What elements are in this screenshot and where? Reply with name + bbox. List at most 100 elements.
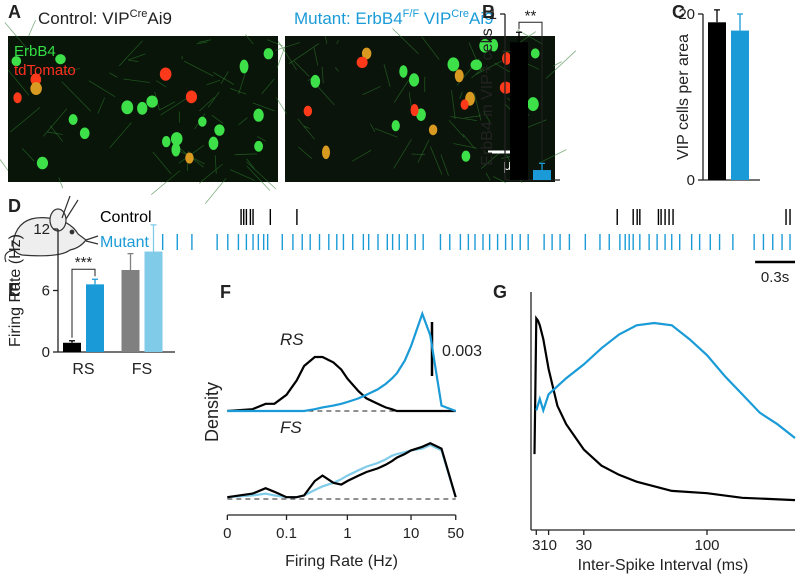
cell <box>121 100 134 115</box>
neurite <box>492 176 506 184</box>
title-sup: F/F <box>403 8 420 20</box>
neurite <box>408 92 412 108</box>
cell <box>214 124 225 136</box>
significance-bracket <box>71 268 96 338</box>
neurite <box>198 163 223 184</box>
neurite <box>214 155 217 175</box>
neurite <box>7 69 30 96</box>
neurite <box>109 72 118 78</box>
neurite <box>160 98 187 116</box>
legend-tdtomato: tdTomato <box>14 62 76 79</box>
bar <box>731 30 749 180</box>
mouse-body <box>12 217 87 257</box>
x-tick-label: 0.1 <box>276 525 297 542</box>
bar <box>708 22 726 180</box>
cell <box>530 48 540 59</box>
neurite <box>212 72 235 85</box>
neurite <box>553 61 562 67</box>
panel-label: B <box>482 2 495 22</box>
neurite <box>58 177 64 189</box>
neurite <box>9 107 41 133</box>
cell <box>502 52 512 65</box>
density-curve <box>227 310 457 413</box>
cell <box>527 97 539 112</box>
cell <box>489 39 499 52</box>
neurite <box>370 123 376 132</box>
cell <box>185 152 194 164</box>
neurite <box>246 165 271 191</box>
cell <box>198 116 207 127</box>
mouse-eye <box>69 229 75 235</box>
title-sup: Cre <box>451 8 469 20</box>
x-tick-label: 10 <box>403 525 420 542</box>
neurite <box>21 148 35 162</box>
neurite <box>421 36 440 60</box>
neurite <box>238 70 247 95</box>
panel-label: A <box>8 2 21 22</box>
y-axis-label: Firing Rate (Hz) <box>7 234 24 347</box>
cell <box>239 59 249 74</box>
neurite <box>276 97 288 115</box>
neurite <box>411 153 426 156</box>
neurite <box>127 53 146 61</box>
neurite <box>451 90 456 119</box>
subplot-label: FS <box>280 418 302 437</box>
cell <box>170 132 183 146</box>
neurite <box>362 85 381 96</box>
significance-label: ** <box>525 7 537 24</box>
neurite <box>159 101 176 111</box>
neurite <box>230 88 247 95</box>
neurite <box>28 19 36 37</box>
cell <box>159 67 172 81</box>
neurite <box>392 28 419 55</box>
neurite <box>334 67 339 72</box>
neurite <box>275 42 300 51</box>
cell <box>146 95 158 108</box>
neurite <box>417 139 430 163</box>
neurite <box>257 136 267 142</box>
x-axis-label: Firing Rate (Hz) <box>285 553 398 570</box>
error-bar <box>69 340 75 343</box>
neurite <box>123 78 150 83</box>
cell <box>391 120 400 132</box>
neurite <box>288 43 320 65</box>
neurite <box>471 66 485 78</box>
time-scale-label: 0.3s <box>761 269 789 286</box>
cell <box>479 39 491 53</box>
neurite <box>297 118 315 140</box>
neurite <box>183 60 214 77</box>
legend-erbb4: ErbB4 <box>14 43 56 60</box>
neurite <box>245 34 254 45</box>
neurite <box>128 59 139 62</box>
series-label: Control <box>100 209 152 226</box>
cell <box>263 48 274 60</box>
y-axis-label: Density <box>202 382 222 442</box>
cell <box>254 140 264 152</box>
neurite <box>220 71 229 85</box>
neurite <box>47 131 63 135</box>
neurite <box>293 60 310 77</box>
error-bar <box>539 162 545 171</box>
bar <box>144 251 163 352</box>
error-bar <box>92 278 98 285</box>
neurite <box>448 120 465 138</box>
cell <box>310 74 321 88</box>
neurite <box>303 125 310 129</box>
cell <box>356 56 368 68</box>
title-sup: Cre <box>130 8 148 20</box>
neurite <box>352 149 372 162</box>
error-bar <box>714 9 720 23</box>
neurite <box>211 114 224 124</box>
x-axis-label: Inter-Spike Interval (ms) <box>578 557 749 574</box>
neurite <box>298 146 313 159</box>
y-tick-label: 20 <box>678 6 695 23</box>
cell <box>30 82 42 95</box>
cell <box>399 65 408 78</box>
cell <box>30 73 42 86</box>
neurite <box>336 40 339 45</box>
neurite <box>0 158 9 171</box>
neurite <box>109 122 132 149</box>
y-tick-label: 1 <box>489 6 497 23</box>
y-axis-label: ErbB4 in VIP+ cells <box>479 28 496 165</box>
mouse-wires <box>61 195 99 245</box>
